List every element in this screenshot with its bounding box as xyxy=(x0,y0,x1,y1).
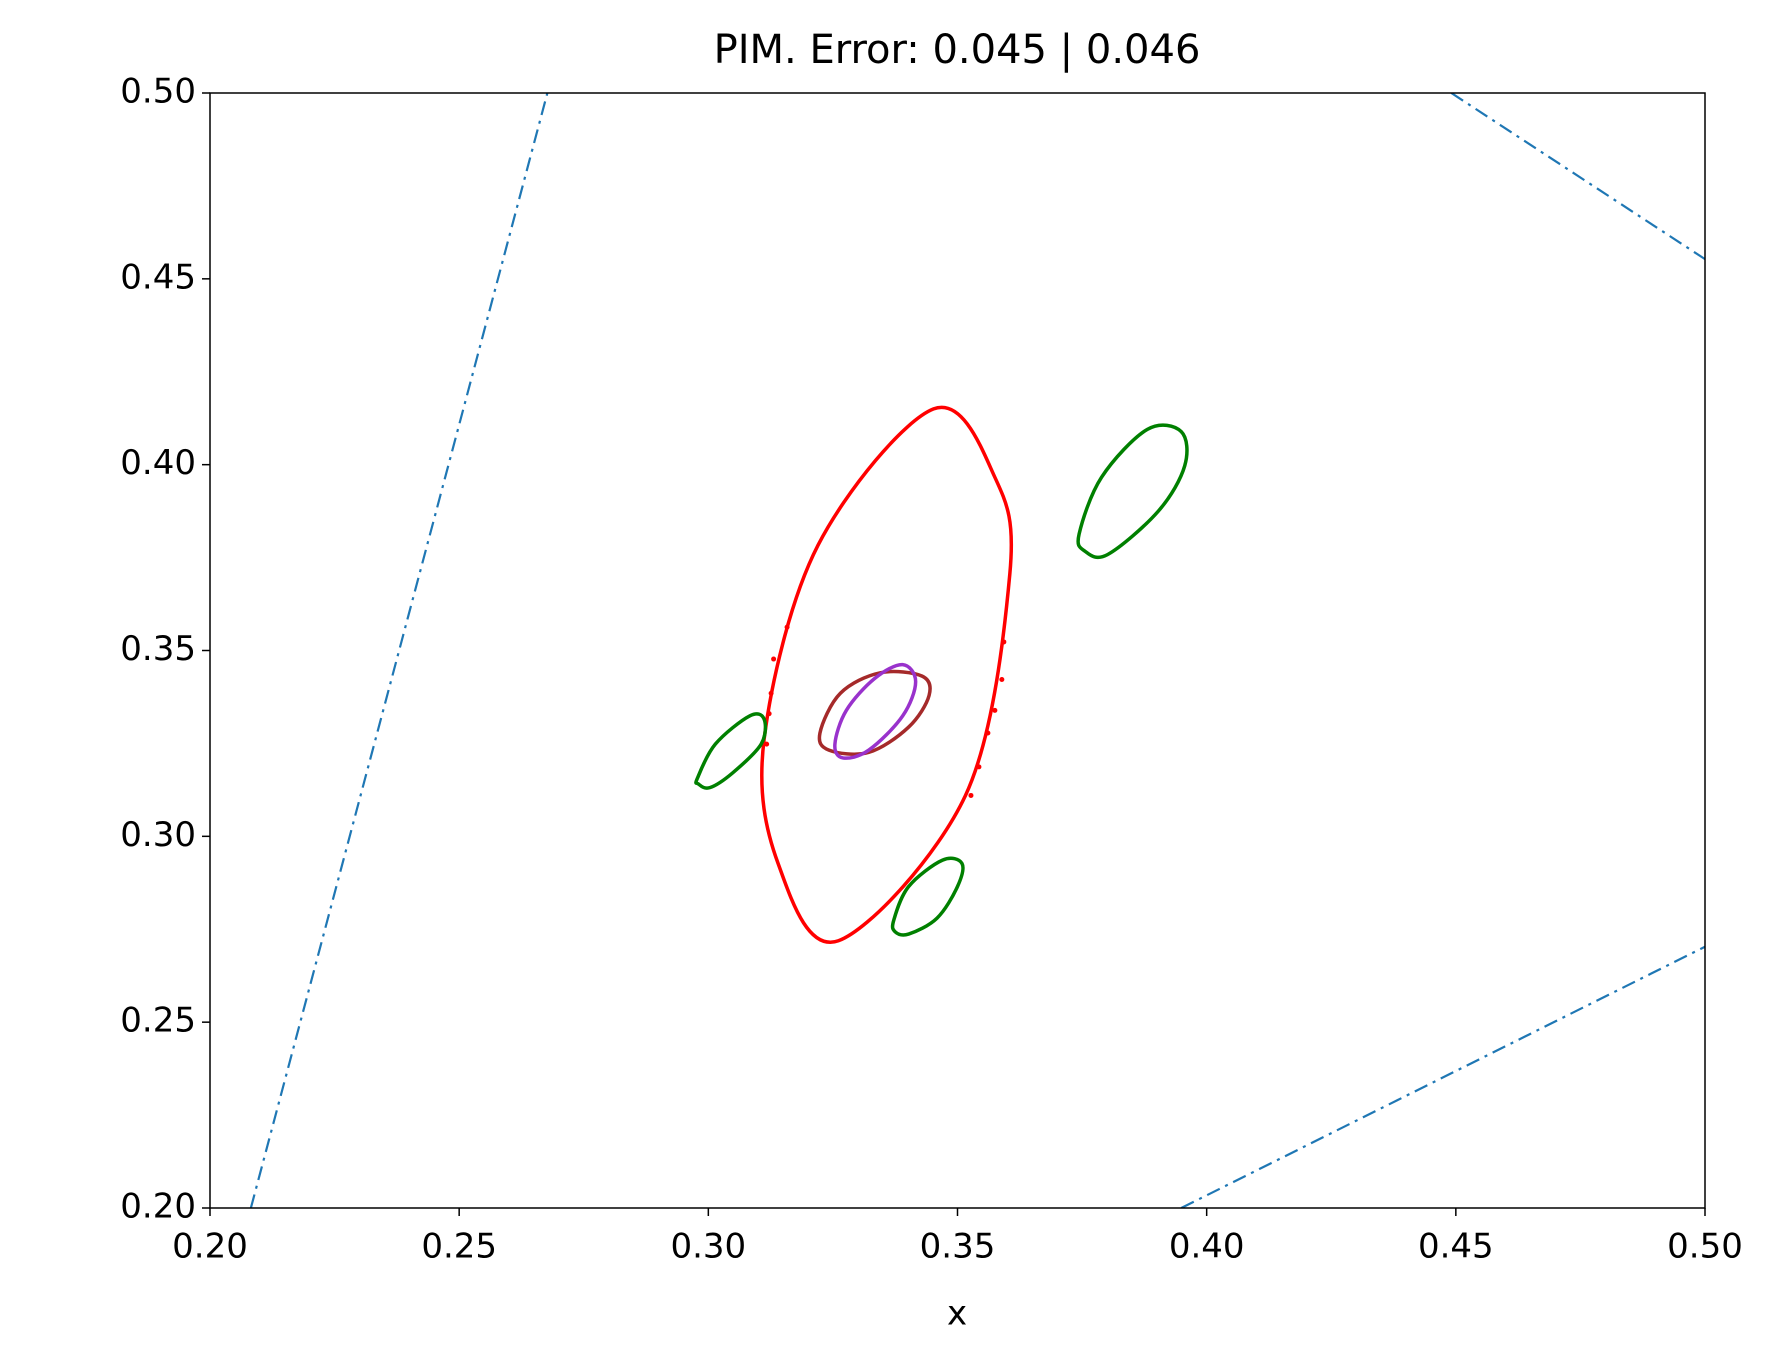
ellipse xyxy=(1076,423,1189,560)
chart-title: PIM. Error: 0.045 | 0.046 xyxy=(714,27,1201,73)
point xyxy=(968,792,974,798)
ellipse xyxy=(694,712,768,790)
x-tick-label: 0.50 xyxy=(1667,1227,1743,1267)
x-tick-label: 0.40 xyxy=(1169,1227,1245,1267)
x-tick-label: 0.35 xyxy=(920,1227,996,1267)
point xyxy=(999,676,1005,682)
point xyxy=(771,656,777,662)
ellipse xyxy=(760,405,1014,945)
ellipse xyxy=(817,669,932,756)
y-tick-label: 0.35 xyxy=(120,629,196,669)
point xyxy=(784,624,790,630)
point xyxy=(764,741,770,747)
point xyxy=(985,730,991,736)
x-tick-label: 0.30 xyxy=(670,1227,746,1267)
x-tick-label: 0.25 xyxy=(421,1227,497,1267)
line xyxy=(249,93,549,1208)
ellipse xyxy=(833,662,918,760)
point xyxy=(766,711,772,717)
y-tick-label: 0.50 xyxy=(120,72,196,112)
point xyxy=(992,707,998,713)
point xyxy=(1001,639,1007,645)
ellipse xyxy=(890,856,965,937)
point xyxy=(768,690,774,696)
y-tick-label: 0.40 xyxy=(120,443,196,483)
point xyxy=(976,764,982,770)
x-tick-label: 0.20 xyxy=(172,1227,248,1267)
y-tick-label: 0.25 xyxy=(120,1001,196,1041)
y-tick-label: 0.30 xyxy=(120,815,196,855)
line xyxy=(1450,93,1705,261)
x-tick-label: 0.45 xyxy=(1418,1227,1494,1267)
line xyxy=(1180,945,1705,1208)
y-tick-label: 0.20 xyxy=(120,1187,196,1227)
y-tick-label: 0.45 xyxy=(120,257,196,297)
plot-frame xyxy=(209,92,1706,1209)
x-axis-label: x xyxy=(947,1294,967,1334)
